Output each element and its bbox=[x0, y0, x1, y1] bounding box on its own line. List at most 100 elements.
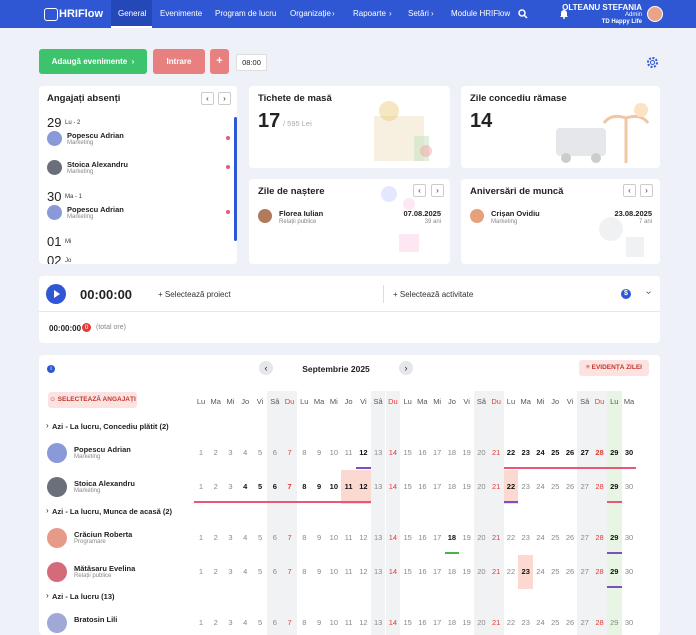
day-cell[interactable]: 14 bbox=[388, 618, 398, 627]
day-cell[interactable]: 3 bbox=[228, 618, 233, 627]
day-cell[interactable]: 27 bbox=[580, 618, 589, 627]
day-cell[interactable]: 22 bbox=[506, 567, 516, 576]
day-cell[interactable]: 27 bbox=[580, 482, 589, 491]
day-cell[interactable]: 24 bbox=[536, 533, 545, 542]
prev-month[interactable]: ‹ bbox=[259, 361, 273, 375]
day-cell[interactable]: 25 bbox=[551, 618, 560, 627]
day-cell[interactable]: 24 bbox=[536, 618, 545, 627]
day-cell[interactable]: 12 bbox=[359, 618, 368, 627]
nav-item[interactable]: Module HRIFlow bbox=[451, 9, 511, 18]
person-name[interactable]: Popescu Adrian bbox=[67, 131, 124, 140]
plus-button[interactable]: + bbox=[210, 49, 229, 74]
day-cell[interactable]: 21 bbox=[492, 618, 501, 627]
day-cell[interactable]: 2 bbox=[213, 448, 218, 457]
day-cell[interactable]: 3 bbox=[228, 567, 233, 576]
day-cell[interactable]: 22 bbox=[506, 448, 516, 457]
day-cell[interactable]: 8 bbox=[302, 482, 307, 491]
day-cell[interactable]: 19 bbox=[462, 567, 471, 576]
day-cell[interactable]: 24 bbox=[536, 482, 545, 491]
day-cell[interactable]: 14 bbox=[388, 482, 398, 491]
day-cell[interactable]: 17 bbox=[432, 448, 442, 457]
day-cell[interactable]: 8 bbox=[302, 618, 307, 627]
day-cell[interactable]: 30 bbox=[624, 533, 634, 542]
day-cell[interactable]: 13 bbox=[373, 567, 383, 576]
day-cell[interactable]: 15 bbox=[403, 482, 412, 491]
day-cell[interactable]: 11 bbox=[344, 448, 353, 457]
day-cell[interactable]: 14 bbox=[388, 448, 398, 457]
day-cell[interactable]: 11 bbox=[344, 567, 353, 576]
day-cell[interactable]: 15 bbox=[403, 533, 412, 542]
day-cell[interactable]: 16 bbox=[418, 533, 427, 542]
day-cell[interactable]: 4 bbox=[243, 533, 248, 542]
day-cell[interactable]: 24 bbox=[536, 448, 545, 457]
day-cell[interactable]: 7 bbox=[287, 618, 292, 627]
day-cell[interactable]: 8 bbox=[302, 448, 307, 457]
day-cell[interactable]: 28 bbox=[595, 482, 604, 491]
day-cell[interactable]: 23 bbox=[521, 482, 530, 491]
day-cell[interactable]: 20 bbox=[477, 448, 486, 457]
day-cell[interactable]: 5 bbox=[257, 448, 263, 457]
day-cell[interactable]: 3 bbox=[228, 448, 233, 457]
select-project[interactable]: + Selectează proiect bbox=[158, 290, 231, 299]
day-cell[interactable]: 16 bbox=[418, 482, 427, 491]
day-cell[interactable]: 20 bbox=[477, 618, 486, 627]
day-cell[interactable]: 21 bbox=[492, 567, 501, 576]
day-cell[interactable]: 15 bbox=[403, 567, 412, 576]
day-cell[interactable]: 12 bbox=[359, 533, 368, 542]
day-cell[interactable]: 19 bbox=[462, 533, 471, 542]
play-button[interactable] bbox=[46, 284, 66, 304]
day-cell[interactable]: 9 bbox=[316, 567, 322, 576]
group-title[interactable]: Azi - La lucru, Concediu plătit (2) bbox=[52, 422, 169, 431]
nav-item[interactable]: Setări bbox=[408, 9, 429, 18]
day-cell[interactable]: 29 bbox=[610, 618, 619, 627]
person-name[interactable]: Popescu Adrian bbox=[74, 445, 131, 454]
day-cell[interactable]: 8 bbox=[302, 533, 307, 542]
day-cell[interactable]: 28 bbox=[595, 533, 604, 542]
day-cell[interactable]: 15 bbox=[403, 618, 412, 627]
day-cell[interactable]: 22 bbox=[506, 618, 516, 627]
next-month[interactable]: › bbox=[399, 361, 413, 375]
select-activity[interactable]: + Selectează activitate bbox=[393, 290, 474, 299]
day-cell[interactable]: 16 bbox=[418, 448, 427, 457]
day-cell[interactable]: 9 bbox=[316, 618, 322, 627]
day-cell[interactable]: 6 bbox=[272, 533, 277, 542]
day-cell[interactable]: 23 bbox=[521, 448, 530, 457]
day-cell[interactable]: 1 bbox=[198, 567, 204, 576]
day-cell[interactable]: 27 bbox=[580, 448, 589, 457]
day-cell[interactable]: 11 bbox=[344, 618, 353, 627]
day-cell[interactable]: 14 bbox=[388, 567, 398, 576]
day-cell[interactable]: 3 bbox=[228, 533, 233, 542]
day-cell[interactable]: 29 bbox=[610, 482, 619, 491]
day-cell[interactable]: 18 bbox=[447, 448, 457, 457]
person-name[interactable]: Crișan Ovidiu bbox=[491, 209, 540, 218]
settings-icon[interactable] bbox=[646, 56, 659, 69]
day-cell[interactable]: 18 bbox=[447, 533, 457, 542]
day-cell[interactable]: 2 bbox=[213, 618, 218, 627]
next-button[interactable]: › bbox=[640, 184, 653, 197]
next-button[interactable]: › bbox=[431, 184, 444, 197]
day-cell[interactable]: 1 bbox=[198, 533, 204, 542]
day-cell[interactable]: 23 bbox=[521, 533, 530, 542]
day-cell[interactable]: 5 bbox=[257, 533, 263, 542]
day-cell[interactable]: 18 bbox=[447, 618, 457, 627]
nav-item[interactable]: Organizație bbox=[290, 9, 331, 18]
search-icon[interactable] bbox=[518, 9, 528, 19]
group-title[interactable]: Azi - La lucru, Munca de acasă (2) bbox=[52, 507, 173, 516]
day-cell[interactable]: 29 bbox=[610, 567, 619, 576]
day-cell[interactable]: 20 bbox=[477, 533, 486, 542]
person-name[interactable]: Crăciun Roberta bbox=[74, 530, 133, 539]
day-cell[interactable]: 6 bbox=[272, 448, 277, 457]
day-cell[interactable]: 13 bbox=[373, 533, 383, 542]
day-cell[interactable]: 24 bbox=[536, 567, 545, 576]
user-avatar[interactable] bbox=[647, 6, 663, 22]
day-cell[interactable]: 26 bbox=[565, 567, 575, 576]
day-cell[interactable]: 19 bbox=[462, 482, 471, 491]
day-cell[interactable]: 17 bbox=[432, 618, 442, 627]
select-employees-button[interactable]: ☺ SELECTEAZĂ ANGAJAȚI bbox=[48, 392, 137, 408]
day-cell[interactable]: 1 bbox=[198, 482, 204, 491]
person-name[interactable]: Florea Iulian bbox=[279, 209, 324, 218]
day-cell[interactable]: 11 bbox=[344, 533, 353, 542]
day-cell[interactable]: 7 bbox=[287, 567, 292, 576]
billable-icon[interactable]: $ bbox=[621, 289, 631, 299]
group-title[interactable]: Azi - La lucru (13) bbox=[52, 592, 115, 601]
